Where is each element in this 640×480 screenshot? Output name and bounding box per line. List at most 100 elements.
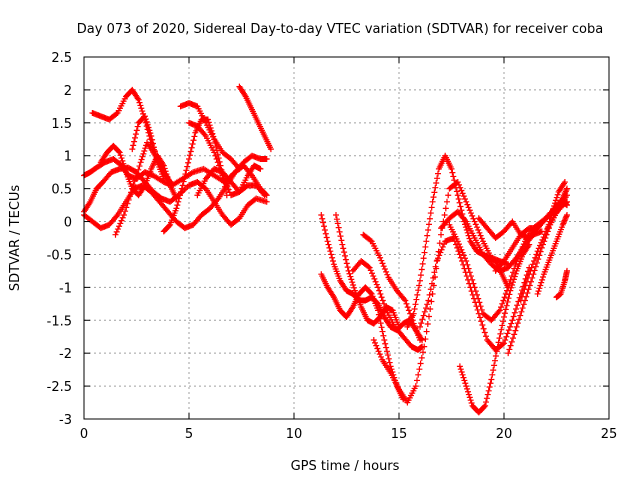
data-point (501, 340, 507, 347)
data-point (521, 286, 528, 293)
data-point (526, 241, 533, 248)
y-tick-label: 0.5 (51, 183, 72, 198)
data-point (484, 391, 491, 398)
data-point (337, 233, 344, 240)
data-point (463, 258, 470, 265)
data-point (426, 313, 432, 320)
data-point (426, 215, 433, 222)
data-point (462, 380, 469, 387)
data-point (319, 215, 326, 222)
y-axis-label: SDTVAR / TECUs (8, 185, 23, 292)
data-point (531, 258, 537, 265)
data-point (510, 313, 517, 320)
data-point (336, 228, 343, 235)
data-point (463, 383, 470, 390)
plot-frame (83, 56, 610, 420)
data-point (561, 179, 568, 186)
data-point (499, 341, 506, 348)
data-point (483, 399, 489, 406)
data-point (505, 327, 512, 334)
data-series (553, 267, 570, 301)
data-point (367, 237, 374, 244)
data-point (377, 254, 384, 261)
data-point (418, 320, 425, 327)
data-point (402, 297, 409, 304)
data-point (427, 305, 434, 312)
data-point (564, 185, 570, 192)
data-point (323, 234, 330, 241)
data-point (371, 275, 378, 282)
data-point (540, 274, 546, 281)
data-point (183, 167, 190, 174)
data-point (468, 210, 474, 217)
data-point (417, 277, 423, 284)
data-point (175, 198, 182, 205)
data-point (508, 320, 515, 327)
data-point (121, 163, 128, 170)
data-point (564, 267, 570, 274)
data-point (112, 231, 119, 238)
data-point (383, 268, 390, 275)
data-point (429, 198, 436, 205)
data-point (502, 306, 509, 313)
data-point (444, 198, 450, 205)
data-point (435, 170, 441, 177)
data-point (503, 333, 510, 340)
data-point (451, 177, 458, 184)
data-point (491, 362, 498, 369)
data-point (120, 160, 127, 167)
data-point (462, 195, 468, 202)
data-point (386, 359, 393, 366)
data-point (458, 246, 465, 253)
data-point (509, 317, 516, 324)
data-point (476, 299, 483, 306)
data-point (508, 284, 515, 291)
data-point (263, 198, 270, 205)
data-point (372, 278, 379, 285)
data-point (465, 391, 472, 398)
data-point (143, 118, 150, 125)
data-point (478, 318, 485, 325)
data-point (465, 204, 472, 211)
data-series (194, 165, 268, 199)
data-point (380, 332, 387, 339)
data-point (329, 254, 336, 261)
data-point (463, 198, 470, 205)
data-point (335, 224, 342, 231)
data-point (339, 241, 346, 248)
data-point (130, 181, 137, 188)
y-tick-label: -3 (59, 413, 72, 428)
data-point (471, 284, 478, 291)
data-point (350, 282, 357, 289)
data-point (538, 279, 545, 286)
data-point (414, 377, 420, 384)
data-point (535, 288, 542, 295)
data-point (462, 255, 468, 262)
data-point (212, 152, 219, 159)
data-point (469, 276, 476, 283)
data-point (547, 215, 554, 222)
data-point (474, 224, 480, 231)
data-point (431, 189, 438, 196)
data-point (481, 329, 488, 336)
data-point (504, 298, 511, 305)
data-point (424, 321, 431, 328)
data-point (378, 353, 384, 360)
data-point (181, 174, 188, 181)
data-point (487, 380, 494, 387)
data-point (180, 178, 187, 185)
data-point (349, 279, 356, 286)
data-point (461, 377, 468, 384)
data-point (454, 238, 461, 245)
data-series (186, 119, 264, 199)
chart-title: Day 073 of 2020, Sidereal Day-to-day VTE… (77, 22, 603, 37)
data-point (267, 146, 274, 153)
data-point (191, 133, 198, 140)
y-tick-label: 2 (64, 84, 72, 99)
data-point (428, 204, 435, 211)
data-point (381, 337, 388, 344)
data-point (511, 309, 518, 316)
data-point (415, 287, 422, 294)
data-point (115, 148, 122, 155)
data-point (520, 301, 527, 308)
